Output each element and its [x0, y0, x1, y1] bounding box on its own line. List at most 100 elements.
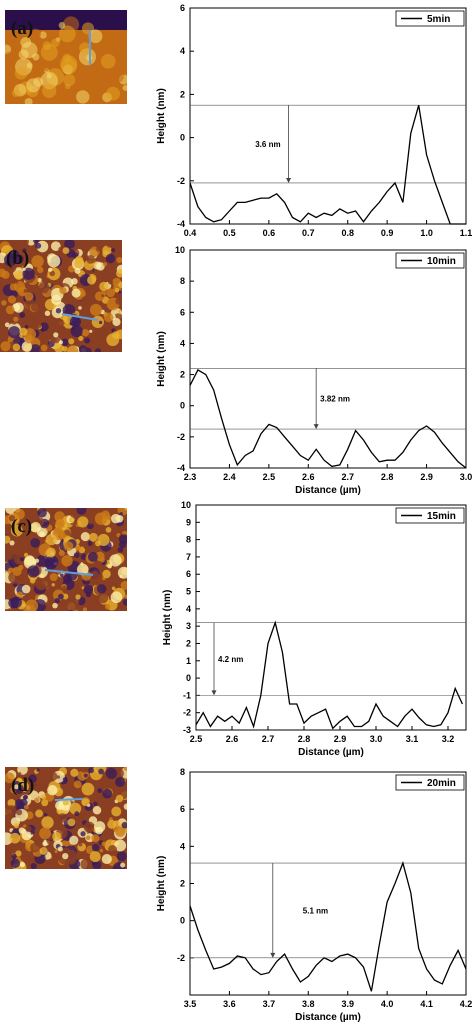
- afm-grain: [112, 317, 121, 327]
- afm-grain: [15, 799, 23, 807]
- afm-grain: [45, 557, 57, 570]
- afm-grain: [55, 307, 62, 314]
- x-tick-label: 3.7: [263, 999, 276, 1009]
- afm-grain: [21, 584, 31, 594]
- legend-box: [395, 507, 465, 524]
- afm-image-d: (d): [5, 767, 127, 869]
- afm-grain: [85, 591, 92, 598]
- legend-label: 5min: [427, 14, 450, 25]
- afm-grain: [10, 858, 21, 869]
- afm-grain: [79, 42, 91, 54]
- afm-grain: [68, 517, 75, 523]
- afm-grain: [45, 769, 49, 773]
- y-tick-label: 6: [180, 307, 185, 317]
- afm-grain: [14, 270, 24, 280]
- afm-grain: [61, 585, 68, 592]
- afm-grain: [94, 326, 107, 340]
- afm-grain: [61, 555, 73, 567]
- afm-grain: [116, 269, 122, 278]
- afm-grain: [15, 809, 23, 816]
- afm-grain: [22, 248, 27, 253]
- afm-grain: [88, 519, 94, 525]
- x-tick-label: 4.0: [381, 999, 394, 1009]
- x-tick-label: 3.2: [442, 734, 455, 744]
- afm-grain: [1, 300, 7, 306]
- afm-grain: [24, 324, 29, 329]
- afm-grain: [62, 247, 70, 255]
- afm-grain: [5, 535, 11, 544]
- afm-grain: [5, 805, 17, 817]
- afm-grain: [49, 573, 58, 582]
- afm-grain: [115, 329, 122, 340]
- afm-grain: [48, 513, 55, 520]
- panel-label: (b): [6, 248, 30, 269]
- plot-frame: [189, 249, 467, 469]
- y-tick-label: -4: [177, 463, 185, 473]
- afm-grain: [47, 784, 58, 796]
- afm-grain: [124, 508, 127, 511]
- afm-grain: [26, 62, 33, 69]
- afm-grain: [5, 57, 13, 72]
- afm-grain: [73, 780, 82, 789]
- y-tick-label: 8: [186, 535, 191, 545]
- afm-grain: [83, 821, 95, 833]
- afm-grain: [116, 256, 122, 264]
- afm-grain: [69, 316, 82, 328]
- afm-grain: [60, 338, 69, 347]
- afm-grain: [35, 242, 42, 249]
- afm-grain: [14, 67, 28, 80]
- x-tick-label: 3.9: [341, 999, 354, 1009]
- afm-grain: [9, 832, 21, 844]
- afm-grain: [67, 818, 76, 827]
- x-tick-label: 0.7: [302, 228, 315, 238]
- afm-grain: [24, 291, 34, 301]
- chart-panel-3: 3.5 3.6 3.7 3.8 3.9 4.0 4.1 4.2 -2 0 2 4 6 8 Height (n…: [156, 767, 472, 1023]
- afm-grain: [116, 49, 127, 62]
- afm-grain: [91, 834, 100, 843]
- afm-grain: [57, 813, 68, 823]
- afm-grain: [53, 527, 62, 535]
- afm-grain: [69, 802, 82, 815]
- afm-grain: [123, 784, 127, 790]
- afm-grain: [39, 322, 49, 332]
- afm-grain: [89, 851, 101, 863]
- afm-grain: [70, 324, 83, 338]
- afm-grain: [29, 344, 42, 352]
- afm-grain: [7, 798, 16, 807]
- x-tick-label: 3.8: [302, 999, 315, 1009]
- afm-grain: [76, 563, 89, 576]
- afm-grain: [23, 552, 29, 558]
- x-tick-label: 0.5: [223, 228, 236, 238]
- afm-grain: [53, 332, 59, 338]
- y-tick-label: -4: [177, 219, 185, 229]
- afm-grain: [11, 279, 16, 284]
- y-tick-label: 6: [186, 569, 191, 579]
- x-tick-label: 2.9: [420, 472, 433, 482]
- afm-grain: [118, 534, 127, 545]
- afm-grain: [26, 78, 41, 93]
- plot-frame: [195, 504, 467, 731]
- afm-grain: [65, 849, 77, 861]
- height-annotation: 4.2 nm: [218, 655, 243, 664]
- afm-grain: [120, 862, 126, 868]
- afm-grain: [124, 594, 127, 600]
- afm-grain: [97, 788, 103, 794]
- afm-grain: [99, 848, 104, 853]
- legend-label: 15min: [427, 511, 456, 522]
- y-tick-label: -1: [183, 690, 191, 700]
- x-tick-label: 2.4: [223, 472, 236, 482]
- afm-grain: [14, 508, 25, 520]
- afm-grain: [8, 326, 21, 339]
- afm-grain: [73, 552, 80, 559]
- afm-grain: [57, 319, 65, 327]
- afm-grain: [80, 553, 87, 560]
- x-tick-label: 3.6: [223, 999, 236, 1009]
- afm-grain: [28, 774, 37, 783]
- y-tick-label: 9: [186, 517, 191, 527]
- afm-grain: [108, 279, 114, 285]
- afm-grain: [67, 345, 79, 352]
- afm-grain: [19, 544, 23, 548]
- afm-grain: [98, 320, 103, 325]
- afm-grain: [13, 316, 19, 322]
- y-tick-label: 4: [180, 46, 185, 56]
